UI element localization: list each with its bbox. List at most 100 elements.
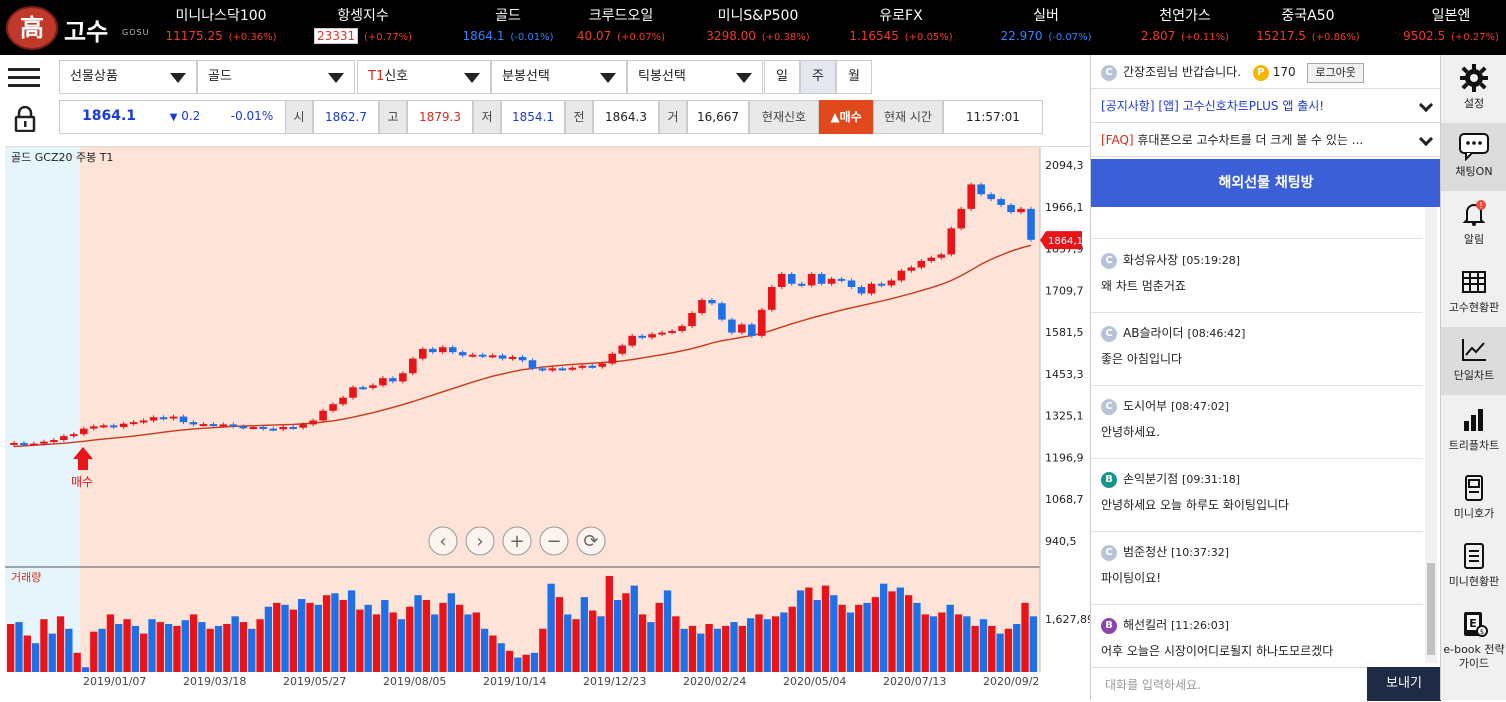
chat-input[interactable]: 대화를 입력하세요. bbox=[1091, 667, 1367, 701]
volume-bar bbox=[73, 652, 81, 672]
period-week-button[interactable]: 주 bbox=[800, 60, 836, 94]
volume-bar bbox=[480, 628, 489, 672]
signal-select[interactable]: T1신호 bbox=[357, 60, 491, 94]
nav-grid[interactable]: 고수현황판 bbox=[1441, 259, 1506, 327]
user-badge-icon: B bbox=[1101, 617, 1117, 634]
chevron-down-icon[interactable] bbox=[1418, 131, 1434, 147]
message-text: 좋은 아침입니다 bbox=[1101, 351, 1183, 366]
ticker-2[interactable]: 골드 1864.1 (-0.01%) bbox=[443, 6, 573, 46]
ticker-7[interactable]: 천연가스 2.807 (+0.11%) bbox=[1120, 6, 1250, 46]
ticker-5[interactable]: 유로FX 1.16545 (+0.05%) bbox=[836, 6, 966, 46]
volume-bar bbox=[273, 602, 281, 672]
chat-scrollbar[interactable] bbox=[1425, 207, 1437, 663]
volume-bar bbox=[156, 622, 164, 672]
ticker-quote: 11175.25 (+0.36%) bbox=[156, 26, 286, 46]
next-icon bbox=[465, 526, 495, 556]
scrollbar-thumb[interactable] bbox=[1427, 563, 1435, 655]
message-nick[interactable]: 도시어부 bbox=[1123, 399, 1168, 413]
chat-sidebar: C 간장조림님 반갑습니다. P 170 로그아웃 [공지사항] [앱] 고수신호… bbox=[1090, 55, 1441, 701]
price-box bbox=[59, 100, 285, 134]
product-select[interactable]: 골드 bbox=[197, 60, 355, 94]
y-tick-label: 1196,9 bbox=[1045, 451, 1084, 464]
lock-icon[interactable] bbox=[14, 106, 36, 132]
gear-icon bbox=[1460, 64, 1488, 92]
chevron-down-icon[interactable] bbox=[1418, 97, 1434, 113]
ticker-9[interactable]: 일본엔 9502.5 (+0.27%) bbox=[1386, 6, 1506, 46]
notice-row[interactable]: [공지사항] [앱] 고수신호차트PLUS 앱 출시! bbox=[1091, 89, 1441, 123]
chat-message: C AB슬라이더 [08:46:42] 좋은 아침입니다 bbox=[1091, 314, 1423, 386]
chat-messages: C 화성유사장 [05:19:28] 왜 차트 멈춘거죠 C AB슬라이더 [08:46… bbox=[1091, 207, 1423, 663]
minute-select[interactable]: 분봉선택 bbox=[491, 60, 627, 94]
user-badge-icon: C bbox=[1101, 398, 1117, 415]
message-nick[interactable]: 화성유사장 bbox=[1123, 253, 1179, 267]
nav-mini-quote[interactable]: 미니호가 bbox=[1441, 465, 1506, 533]
faq-row[interactable]: [FAQ] 휴대폰으로 고수차트를 더 크게 볼 수 있는 ... bbox=[1091, 123, 1441, 157]
candle-body bbox=[807, 273, 816, 286]
volume-title: 거래량 bbox=[11, 571, 41, 584]
product-type-select[interactable]: 선물상품 bbox=[59, 60, 197, 94]
ticker-1[interactable]: 항셍지수 23331 (+0.77%) bbox=[298, 6, 428, 46]
message-nick[interactable]: 손익분기점 bbox=[1123, 472, 1179, 486]
message-text: 왜 차트 멈춘거죠 bbox=[1101, 278, 1186, 293]
y-tick-label: 1325,1 bbox=[1045, 410, 1084, 423]
ticker-change: (+0.07%) bbox=[617, 32, 666, 43]
gosu-logo[interactable]: 高 고수 GOSU bbox=[6, 4, 156, 52]
message-time: [08:47:02] bbox=[1171, 400, 1229, 413]
ticker-8[interactable]: 중국A50 15217.5 (+0.86%) bbox=[1243, 6, 1373, 46]
nav-chat[interactable]: 채팅ON bbox=[1441, 123, 1506, 191]
notice-text[interactable]: [앱] 고수신호차트PLUS 앱 출시! bbox=[1154, 99, 1325, 113]
candle-body bbox=[229, 424, 238, 427]
period-day-button[interactable]: 일 bbox=[764, 60, 800, 94]
price-chart[interactable]: 골드 GCZ20 주봉 T1 2094,3 1966,1 1837,9 1709,7 15… bbox=[5, 146, 1094, 691]
nav-bar-chart[interactable]: 트리플차트 bbox=[1441, 397, 1506, 465]
message-nick[interactable]: 해선킬러 bbox=[1123, 618, 1168, 632]
volume-bar bbox=[996, 633, 1004, 672]
candle-body bbox=[309, 420, 317, 425]
candle-body bbox=[917, 260, 926, 268]
ticker-6[interactable]: 실버 22.970 (-0.07%) bbox=[981, 6, 1111, 46]
ticker-0[interactable]: 미니나스닥100 11175.25 (+0.36%) bbox=[156, 6, 286, 46]
buy-signal-label: 매수 bbox=[71, 475, 93, 489]
period-month-button[interactable]: 월 bbox=[836, 60, 872, 94]
volume-bar bbox=[855, 604, 863, 672]
high-label: 고 bbox=[379, 100, 407, 134]
logout-button[interactable]: 로그아웃 bbox=[1307, 62, 1364, 83]
volume-bar bbox=[904, 595, 913, 672]
ticker-3[interactable]: 크루드오일 40.07 (+0.07%) bbox=[556, 6, 686, 46]
tick-select[interactable]: 틱봉선택 bbox=[627, 60, 763, 94]
message-nick[interactable]: AB슬라이더 bbox=[1123, 326, 1184, 340]
message-nick[interactable]: 범준청산 bbox=[1123, 545, 1168, 559]
bar-chart-icon bbox=[1464, 409, 1483, 431]
ticker-4[interactable]: 미니S&P500 3298.00 (+0.38%) bbox=[693, 6, 823, 46]
nav-bell[interactable]: ! 알림 bbox=[1441, 191, 1506, 259]
nav-gear[interactable]: 설정 bbox=[1441, 55, 1506, 123]
nav-label: 단일차트 bbox=[1453, 369, 1495, 382]
nav-ebook[interactable]: E $ e-book 전략가이드 bbox=[1441, 601, 1506, 701]
nav-label: 트리플차트 bbox=[1448, 439, 1500, 452]
volume-bar bbox=[755, 614, 763, 672]
nav-line-chart[interactable]: 단일차트 bbox=[1441, 327, 1506, 395]
candle-body bbox=[428, 348, 437, 353]
candlestick-chart[interactable]: 골드 GCZ20 주봉 T12094,31966,11837,91709,715… bbox=[5, 147, 1094, 691]
volume-bar bbox=[871, 597, 880, 672]
candle-body bbox=[30, 443, 38, 446]
volume-bar bbox=[7, 624, 15, 672]
ticker-name: 일본엔 bbox=[1431, 8, 1471, 24]
ticker-value: 22.970 bbox=[1000, 29, 1043, 43]
volume-bar bbox=[198, 622, 206, 672]
candle-body bbox=[89, 426, 98, 429]
chat-message: B 손익분기점 [09:31:18] 안녕하세요 오늘 하루도 화이팅입니다 bbox=[1091, 460, 1423, 532]
volume-bar bbox=[821, 585, 830, 672]
candle-body bbox=[329, 404, 337, 411]
faq-text[interactable]: 휴대폰으로 고수차트를 더 크게 볼 수 있는 ... bbox=[1133, 133, 1364, 147]
ticker-name: 크루드오일 bbox=[588, 8, 654, 24]
ticker-change: (+0.11%) bbox=[1181, 32, 1230, 43]
candle-body bbox=[907, 267, 916, 271]
x-tick-label: 2019/01/07 bbox=[83, 675, 146, 688]
nav-list[interactable]: 미니현황판 bbox=[1441, 533, 1506, 601]
candle-body bbox=[867, 283, 876, 294]
hamburger-menu-icon[interactable] bbox=[8, 68, 40, 90]
y-tick-label: 2094,3 bbox=[1045, 159, 1084, 172]
candle-body bbox=[738, 324, 746, 333]
send-button[interactable]: 보내기 bbox=[1367, 667, 1441, 701]
